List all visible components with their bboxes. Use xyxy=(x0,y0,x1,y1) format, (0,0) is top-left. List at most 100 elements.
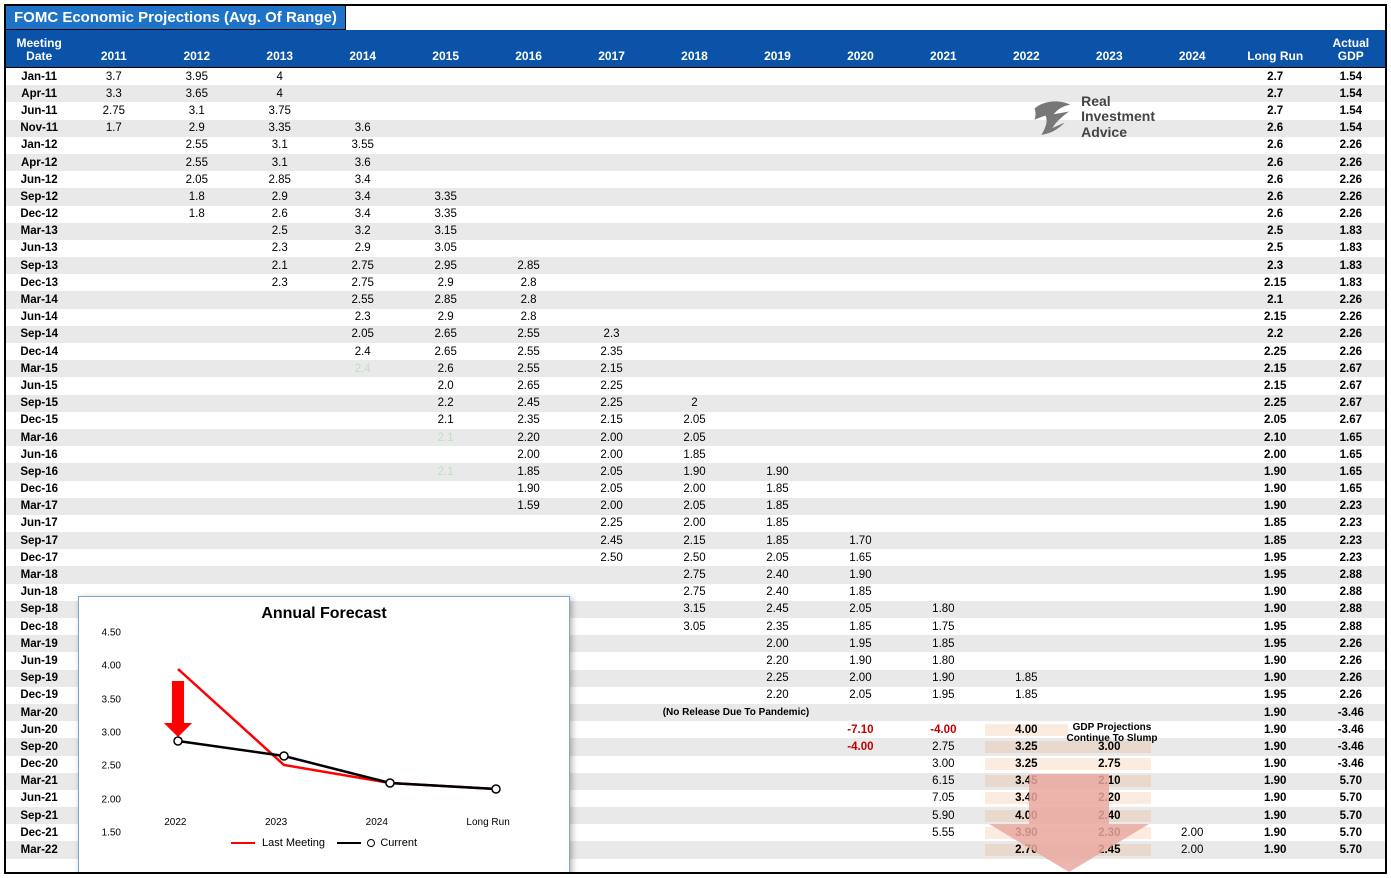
cell-actual-gdp: 2.26 xyxy=(1317,346,1385,358)
cell: -4.00 xyxy=(902,724,985,736)
document-frame: FOMC Economic Projections (Avg. Of Range… xyxy=(4,4,1387,874)
cell: 3.35 xyxy=(404,191,487,203)
cell: 2.00 xyxy=(653,517,736,529)
cell: 1.90 xyxy=(653,466,736,478)
cell: 3.75 xyxy=(238,105,321,117)
brand-line-1: Real xyxy=(1081,94,1155,109)
cell: 2.75 xyxy=(72,105,155,117)
cell: 2.3 xyxy=(238,242,321,254)
cell: 2.95 xyxy=(404,260,487,272)
cell: 2.75 xyxy=(653,586,736,598)
cell: 2.65 xyxy=(404,346,487,358)
cell-long-run: 2.15 xyxy=(1234,277,1317,289)
cell-actual-gdp: 1.83 xyxy=(1317,225,1385,237)
cell-long-run: 1.90 xyxy=(1234,586,1317,598)
table-row: Mar-152.42.62.552.152.152.67 xyxy=(6,360,1385,377)
cell: 2.3 xyxy=(570,328,653,340)
cell: 2.8 xyxy=(487,311,570,323)
cell-long-run: 2.05 xyxy=(1234,414,1317,426)
cell: 2.55 xyxy=(487,363,570,375)
cell-actual-gdp: 2.26 xyxy=(1317,672,1385,684)
header-2017: 2017 xyxy=(570,48,653,67)
cell: 3.1 xyxy=(155,105,238,117)
cell: 2.75 xyxy=(321,277,404,289)
cell: 3.35 xyxy=(238,122,321,134)
header-2013: 2013 xyxy=(238,48,321,67)
cell-actual-gdp: 2.26 xyxy=(1317,208,1385,220)
cell: 1.90 xyxy=(819,655,902,667)
table-row: Mar-162.12.202.002.052.101.65 xyxy=(6,429,1385,446)
table-row: Dec-121.82.63.43.352.62.26 xyxy=(6,206,1385,223)
cell-long-run: 2.7 xyxy=(1234,88,1317,100)
cell: 2.1 xyxy=(404,432,487,444)
row-label: Mar-13 xyxy=(6,225,72,237)
row-label: Jun-18 xyxy=(6,586,72,598)
cell: 2.1 xyxy=(238,260,321,272)
cell-actual-gdp: 2.67 xyxy=(1317,363,1385,375)
cell-actual-gdp: 2.88 xyxy=(1317,586,1385,598)
row-label: Dec-21 xyxy=(6,827,72,839)
cell-long-run: 2.6 xyxy=(1234,157,1317,169)
cell-actual-gdp: 2.88 xyxy=(1317,603,1385,615)
table-row: Jun-122.052.853.42.62.26 xyxy=(6,171,1385,188)
gdp-projections-note: GDP Projections Continue To Slump xyxy=(1062,722,1162,744)
cell-long-run: 2.15 xyxy=(1234,311,1317,323)
cell: 1.90 xyxy=(819,569,902,581)
cell-long-run: 2.7 xyxy=(1234,71,1317,83)
cell-long-run: 2.6 xyxy=(1234,174,1317,186)
cell: 2.05 xyxy=(653,432,736,444)
cell-long-run: 2.3 xyxy=(1234,260,1317,272)
cell-long-run: 1.90 xyxy=(1234,844,1317,856)
row-label: Mar-15 xyxy=(6,363,72,375)
header-2020: 2020 xyxy=(819,48,902,67)
row-label: Sep-17 xyxy=(6,535,72,547)
cell-actual-gdp: -3.46 xyxy=(1317,758,1385,770)
table-row: Jun-132.32.93.052.51.83 xyxy=(6,240,1385,257)
cell: 2.05 xyxy=(736,552,819,564)
row-label: Sep-16 xyxy=(6,466,72,478)
cell: 3.05 xyxy=(404,242,487,254)
legend-label-last: Last Meeting xyxy=(262,837,325,849)
table-row: Sep-152.22.452.2522.252.67 xyxy=(6,395,1385,412)
cell: 1.90 xyxy=(487,483,570,495)
cell-actual-gdp: 2.88 xyxy=(1317,621,1385,633)
cell: 4.00 xyxy=(985,724,1068,736)
cell: 3.35 xyxy=(404,208,487,220)
brand-text: Real Investment Advice xyxy=(1081,94,1155,140)
table-row: Jan-122.553.13.552.62.26 xyxy=(6,137,1385,154)
cell: 1.59 xyxy=(487,500,570,512)
cell-actual-gdp: 1.54 xyxy=(1317,71,1385,83)
row-label: Jun-21 xyxy=(6,792,72,804)
cell: 2.00 xyxy=(1151,844,1234,856)
cell: 2.85 xyxy=(487,260,570,272)
cell: 1.65 xyxy=(819,552,902,564)
cell-long-run: 2.15 xyxy=(1234,363,1317,375)
cell: 2.05 xyxy=(570,483,653,495)
cell: 1.85 xyxy=(819,586,902,598)
cell: 2.55 xyxy=(155,157,238,169)
cell-long-run: 2.7 xyxy=(1234,105,1317,117)
cell: 2.40 xyxy=(736,586,819,598)
row-label: Dec-14 xyxy=(6,346,72,358)
cell-long-run: 1.90 xyxy=(1234,827,1317,839)
table-header: MeetingDate 2011 2012 2013 2014 2015 201… xyxy=(6,30,1385,68)
cell: 2.3 xyxy=(238,277,321,289)
cell-long-run: 2.6 xyxy=(1234,139,1317,151)
cell-actual-gdp: 2.67 xyxy=(1317,380,1385,392)
cell: 4 xyxy=(238,71,321,83)
row-label: Sep-18 xyxy=(6,603,72,615)
row-label: Sep-21 xyxy=(6,810,72,822)
cell: -4.00 xyxy=(819,741,902,753)
table-row: Mar-171.592.002.051.851.902.23 xyxy=(6,498,1385,515)
cell: 2.3 xyxy=(321,311,404,323)
brand-line-2: Investment xyxy=(1081,109,1155,124)
cell-actual-gdp: 2.26 xyxy=(1317,328,1385,340)
cell: 3.4 xyxy=(321,174,404,186)
cell: 1.90 xyxy=(902,672,985,684)
cell-actual-gdp: 1.54 xyxy=(1317,122,1385,134)
row-label: Apr-11 xyxy=(6,88,72,100)
row-label: Jun-12 xyxy=(6,174,72,186)
cell: 1.85 xyxy=(902,638,985,650)
cell-actual-gdp: 2.23 xyxy=(1317,552,1385,564)
cell: 2.45 xyxy=(736,603,819,615)
